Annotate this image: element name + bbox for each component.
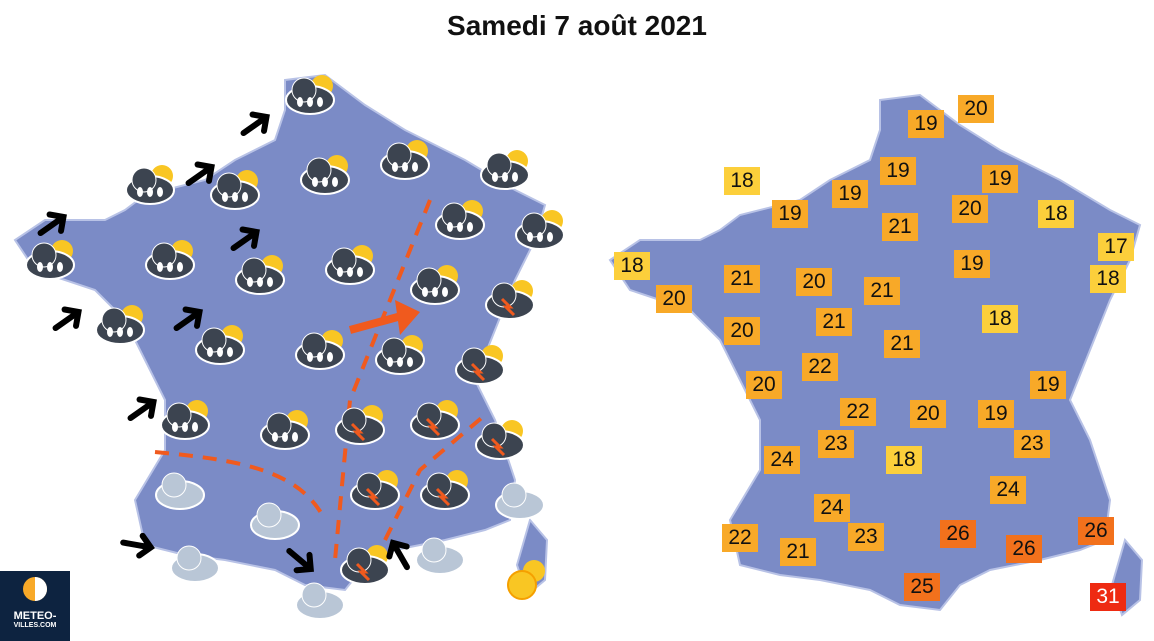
temperature: 19 <box>978 400 1014 428</box>
temperature: 26 <box>940 520 976 548</box>
weather-icon <box>250 502 300 540</box>
weather-icon <box>375 335 425 375</box>
weather-icon <box>485 280 535 320</box>
temperature: 20 <box>796 268 832 296</box>
temperature: 22 <box>722 524 758 552</box>
title: Samedi 7 août 2021 <box>447 10 707 41</box>
main-arrow <box>348 311 407 334</box>
logo-text: VILLES.COM <box>13 622 57 629</box>
logo: METEO- VILLES.COM <box>0 571 70 641</box>
wind-arrow <box>120 532 155 559</box>
temperature: 24 <box>814 494 850 522</box>
temperature: 21 <box>724 265 760 293</box>
weather-icon <box>210 170 260 210</box>
logo-icon <box>23 577 47 601</box>
weather-icon <box>125 165 175 205</box>
weather-icon <box>335 405 385 445</box>
temperature: 18 <box>1090 265 1126 293</box>
temperature: 20 <box>724 317 760 345</box>
weather-icon <box>25 240 75 280</box>
weather-icon <box>170 545 220 583</box>
wind-arrow <box>185 161 215 187</box>
temperature: 21 <box>816 308 852 336</box>
weather-icon <box>415 537 465 575</box>
temperature: 19 <box>772 200 808 228</box>
main-arrow-head <box>395 300 420 335</box>
temperature: 21 <box>864 277 900 305</box>
temperature: 19 <box>954 250 990 278</box>
weather-icon <box>340 545 390 585</box>
temperature: 18 <box>886 446 922 474</box>
weather-icon <box>475 420 525 460</box>
temperature: 23 <box>818 430 854 458</box>
weather-icon <box>515 210 565 250</box>
temperature: 22 <box>840 398 876 426</box>
fronts <box>154 199 487 561</box>
weather-icon <box>480 150 530 190</box>
wind-arrow <box>52 306 82 332</box>
weather-icon <box>420 470 470 510</box>
weather-icon <box>160 400 210 440</box>
weather-icon <box>285 75 335 115</box>
weather-icon <box>235 255 285 295</box>
weather-icon <box>260 410 310 450</box>
temperature: 19 <box>982 165 1018 193</box>
weather-icon <box>145 240 195 280</box>
temperature: 25 <box>904 573 940 601</box>
weather-icon <box>295 330 345 370</box>
temperature: 21 <box>884 330 920 358</box>
temperature: 18 <box>1038 200 1074 228</box>
temperature: 24 <box>764 446 800 474</box>
weather-icon <box>195 325 245 365</box>
temperature: 26 <box>1006 535 1042 563</box>
temperature: 19 <box>832 180 868 208</box>
wind-arrow <box>37 211 67 237</box>
temperature: 19 <box>1030 371 1066 399</box>
weather-icon <box>295 582 345 620</box>
temperature: 31 <box>1090 583 1126 611</box>
weather-icon <box>435 200 485 240</box>
temperature: 26 <box>1078 517 1114 545</box>
temperature: 20 <box>952 195 988 223</box>
weather-icon <box>155 472 205 510</box>
weather-icon <box>455 345 505 385</box>
weather-icon <box>300 155 350 195</box>
weather-icon <box>325 245 375 285</box>
wind-arrow <box>173 306 203 332</box>
temperature: 18 <box>724 167 760 195</box>
weather-icon <box>495 482 545 520</box>
temperature: 23 <box>1014 430 1050 458</box>
temperature: 24 <box>990 476 1026 504</box>
temperature: 21 <box>882 213 918 241</box>
weather-icon <box>410 400 460 440</box>
temperature: 20 <box>656 285 692 313</box>
temperature: 18 <box>982 305 1018 333</box>
weather-icon <box>95 305 145 345</box>
temperature: 17 <box>1098 233 1134 261</box>
temperature: 19 <box>908 110 944 138</box>
weather-icon <box>350 470 400 510</box>
wind-arrow <box>230 226 260 252</box>
temperature: 20 <box>746 371 782 399</box>
temperature: 20 <box>958 95 994 123</box>
weather-icon <box>507 560 545 600</box>
logo-text: METEO- <box>13 610 57 622</box>
wind-arrow <box>286 548 314 574</box>
temperature: 19 <box>880 157 916 185</box>
wind-arrow <box>127 396 157 422</box>
temperature: 20 <box>910 400 946 428</box>
weather-icon <box>380 140 430 180</box>
wind-arrow <box>386 539 410 571</box>
temperature: 23 <box>848 523 884 551</box>
temperature: 18 <box>614 252 650 280</box>
temperature: 22 <box>802 353 838 381</box>
wind-arrow <box>240 111 270 137</box>
temperature: 21 <box>780 538 816 566</box>
weather-icon <box>410 265 460 305</box>
